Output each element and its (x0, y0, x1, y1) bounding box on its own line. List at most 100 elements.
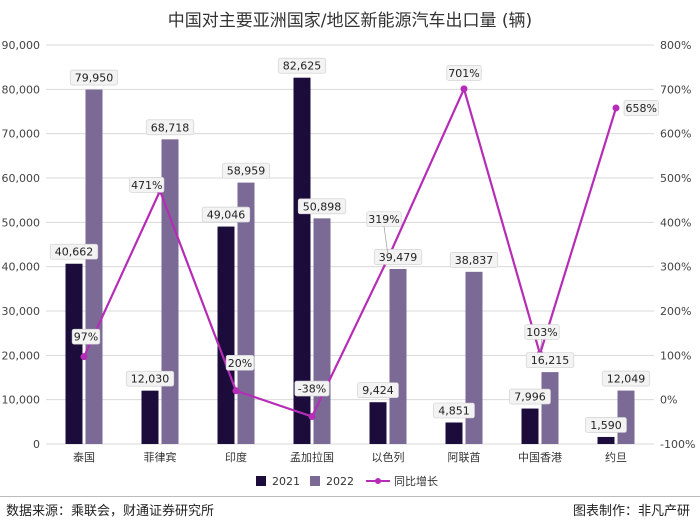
bar-2021-value-label-bg (49, 243, 99, 260)
y-left-tick-label: 10,000 (2, 394, 41, 407)
growth-value-label: 20% (228, 357, 252, 370)
x-category-label: 泰国 (73, 450, 95, 464)
x-category-label: 中国香港 (518, 451, 562, 464)
bar-2022 (161, 139, 179, 444)
x-category-label: 阿联酋 (448, 450, 481, 464)
y-right-tick-label: 800% (660, 39, 691, 52)
y-left-tick-label: 90,000 (2, 39, 41, 52)
growth-point (232, 387, 240, 395)
chart-title: 中国对主要亚洲国家/地区新能源汽车出口量 (辆) (167, 11, 533, 31)
growth-value-label: 103% (526, 326, 557, 339)
y-right-tick-label: 400% (660, 216, 691, 229)
bar-2021-value-label: 9,424 (362, 384, 394, 397)
growth-label-leader (383, 226, 389, 256)
x-category-label: 约旦 (605, 451, 627, 464)
growth-value-label-bg (623, 100, 659, 116)
bar-2021-value-label-bg (125, 370, 175, 387)
y-left-tick-label: 30,000 (2, 305, 41, 318)
y-right-tick-label: 100% (660, 349, 691, 362)
legend-label-2021: 2021 (272, 475, 300, 488)
bar-2022-value-label: 39,479 (379, 251, 418, 264)
bar-2022 (389, 268, 407, 444)
legend-marker-growth (375, 478, 381, 484)
y-right-tick-label: 300% (660, 261, 691, 274)
bar-2022-value-label-bg (601, 370, 651, 387)
x-category-label: 孟加拉国 (290, 450, 334, 464)
bar-2021-value-label: 12,030 (131, 373, 170, 386)
bar-2021 (445, 422, 463, 444)
bar-2021-value-label: 40,662 (55, 246, 94, 259)
y-right-tick-label: 500% (660, 172, 691, 185)
legend-swatch-2021 (256, 476, 266, 486)
growth-point (460, 85, 468, 93)
bar-2022 (85, 89, 103, 445)
legend-label-2022: 2022 (326, 475, 354, 488)
footer-divider (0, 496, 700, 497)
y-left-tick-label: 50,000 (2, 216, 41, 229)
bar-2022-value-label: 58,959 (227, 165, 266, 178)
y-right-tick-label: -100% (660, 438, 695, 451)
growth-value-label: 701% (448, 67, 479, 80)
y-left-tick-label: 0 (33, 438, 40, 451)
bar-2022-value-label-bg (297, 198, 347, 215)
y-left-tick-label: 20,000 (2, 349, 41, 362)
data-source-note: 数据来源：乘联会，财通证券研究所 (6, 504, 215, 519)
growth-value-label: 319% (368, 213, 399, 226)
growth-value-label-bg (71, 328, 101, 345)
bar-2021 (65, 263, 83, 444)
bar-2021 (369, 402, 387, 444)
growth-value-label-bg (294, 380, 330, 397)
growth-point (80, 353, 88, 361)
bar-2022-value-label: 16,215 (531, 354, 570, 367)
bar-2022-value-label: 68,718 (151, 121, 190, 134)
bar-2022-value-label-bg (525, 352, 575, 368)
growth-point (308, 413, 316, 421)
bar-2022 (465, 271, 483, 444)
bar-2021-value-label: 4,851 (438, 404, 470, 417)
y-right-tick-label: 0% (660, 394, 677, 407)
bar-2022-value-label: 79,950 (75, 72, 114, 85)
y-right-tick-label: 600% (660, 128, 691, 141)
bar-2021 (217, 226, 235, 444)
y-left-tick-label: 70,000 (2, 128, 41, 141)
bar-2021-value-label: 82,625 (283, 60, 322, 73)
growth-value-label: 97% (74, 331, 98, 344)
y-left-tick-label: 40,000 (2, 261, 41, 274)
bar-2021 (597, 436, 615, 444)
bar-2022-value-label: 12,049 (607, 373, 646, 386)
growth-value-label: -38% (298, 383, 326, 396)
y-left-tick-label: 80,000 (2, 83, 41, 96)
y-left-tick-label: 60,000 (2, 172, 41, 185)
bar-2022 (541, 372, 559, 444)
growth-line (83, 85, 618, 418)
bar-2022-value-label: 50,898 (303, 200, 342, 213)
bar-2021-value-label-bg (509, 388, 551, 405)
growth-point (612, 104, 620, 112)
growth-label-leader (539, 338, 543, 352)
bar-2021-value-label-bg (585, 417, 627, 433)
x-category-label: 印度 (225, 450, 247, 464)
bar-2021 (521, 408, 539, 444)
bar-2021 (141, 390, 159, 444)
bar-2022-value-label-bg (69, 69, 119, 86)
bar-2021-value-label: 49,046 (207, 209, 246, 222)
legend-swatch-2022 (310, 476, 320, 486)
x-category-label: 以色列 (372, 450, 405, 464)
bar-2021 (293, 77, 311, 444)
legend-label-growth: 同比增长 (394, 474, 438, 488)
bar-2022-value-label: 38,837 (455, 254, 494, 267)
growth-value-label: 471% (131, 179, 162, 192)
bar-2022-value-label-bg (221, 162, 271, 179)
bar-2021-value-label-bg (357, 382, 399, 399)
chart-credit: 图表制作：非凡产研 (572, 504, 690, 519)
bar-2021-value-label: 1,590 (590, 419, 622, 432)
bar-2022-value-label-bg (449, 252, 499, 268)
bar-2022-value-label-bg (373, 249, 423, 265)
bar-2021-value-label: 7,996 (514, 391, 546, 404)
bar-2022 (237, 182, 255, 444)
growth-value-label: 658% (625, 102, 656, 115)
y-right-tick-label: 200% (660, 305, 691, 318)
growth-value-label-bg (225, 354, 255, 371)
y-right-tick-label: 700% (660, 83, 691, 96)
